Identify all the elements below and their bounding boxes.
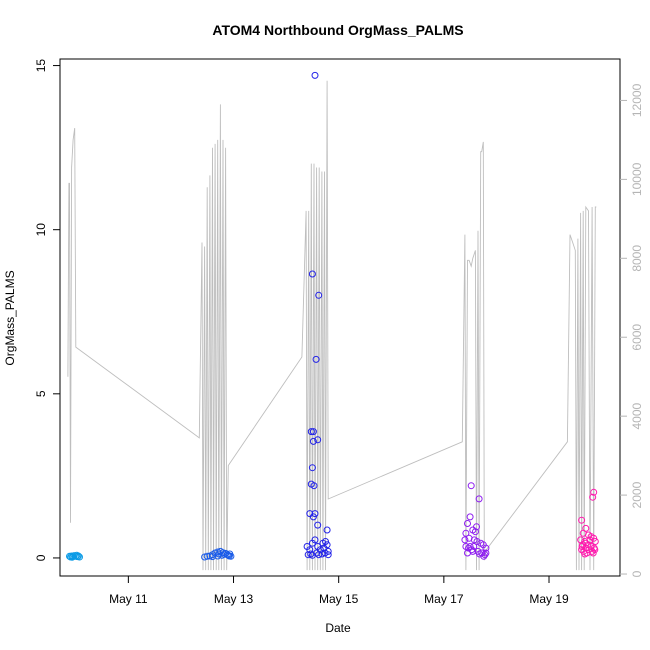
data-point-flight-3	[311, 71, 319, 79]
x-tick-label: May 11	[109, 592, 148, 606]
data-point-flight-4	[482, 549, 490, 557]
data-point-flight-4	[464, 520, 471, 527]
data-point-flight-5	[581, 550, 589, 558]
data-point-flight-5	[589, 549, 597, 557]
data-point-flight-4	[475, 495, 483, 503]
x-axis: May 11 May 13 May 15 May 17 May 19	[109, 576, 569, 606]
data-point-flight-4	[471, 528, 479, 536]
y2-tick-label: 10000	[630, 162, 644, 196]
data-point-flight-3	[309, 437, 317, 445]
y-tick-label: 15	[34, 59, 48, 73]
data-point-flight-2	[214, 552, 222, 560]
y2-tick-label: 0	[630, 570, 644, 577]
y2-tick-label: 6000	[630, 324, 644, 351]
data-point-flight-3	[315, 551, 323, 559]
data-point-flight-5	[590, 488, 598, 496]
plot-border	[59, 58, 621, 577]
data-point-flight-1	[73, 551, 81, 559]
data-point-flight-4	[466, 513, 474, 521]
y-tick-label: 5	[34, 390, 48, 397]
data-point-flight-3	[322, 538, 329, 545]
data-point-flight-3	[324, 551, 332, 559]
data-point-flight-3	[308, 464, 316, 472]
data-point-flight-4	[473, 538, 481, 545]
data-point-flight-4	[467, 482, 475, 490]
data-point-flight-5	[589, 493, 597, 501]
data-point-flight-4	[481, 551, 489, 559]
data-point-flight-3	[311, 536, 319, 544]
x-tick-label: May 19	[529, 592, 569, 606]
data-point-flight-2	[226, 550, 234, 558]
data-point-flight-4	[466, 543, 474, 550]
data-point-flight-4	[482, 544, 490, 552]
data-point-flight-3	[313, 549, 321, 557]
altitude-line-layer	[67, 80, 597, 571]
y-axis-label: OrgMass_PALMS	[3, 270, 17, 365]
data-point-flight-4	[470, 543, 478, 550]
altitude-line	[67, 80, 597, 571]
data-point-flight-3	[307, 428, 315, 436]
data-point-flight-3	[312, 355, 320, 363]
data-point-flight-3	[323, 541, 331, 549]
data-point-flight-5	[582, 539, 590, 547]
data-point-flight-3	[309, 513, 317, 521]
y-axis-left: 0 5 10 15	[34, 59, 60, 561]
data-point-flight-3	[323, 526, 331, 534]
y-tick-label: 0	[34, 554, 48, 561]
chart-title: ATOM4 Northbound OrgMass_PALMS	[212, 22, 463, 38]
data-point-flight-2	[209, 553, 216, 561]
data-point-flight-4	[461, 536, 469, 544]
data-point-flight-3	[309, 428, 317, 436]
data-points-layer	[66, 71, 599, 561]
data-point-flight-3	[311, 510, 319, 518]
data-point-flight-5	[591, 538, 599, 545]
y-axis-right: 0 2000 4000 6000 8000 10000 12000	[620, 83, 644, 577]
data-point-flight-5	[591, 546, 599, 554]
data-point-flight-4	[462, 529, 470, 537]
x-tick-label: May 15	[319, 592, 359, 606]
data-point-flight-1	[68, 553, 76, 561]
data-point-flight-3	[310, 482, 318, 490]
data-point-flight-3	[308, 270, 316, 278]
data-point-flight-3	[315, 291, 323, 299]
y2-tick-label: 4000	[630, 402, 644, 429]
y2-tick-label: 8000	[630, 245, 644, 272]
y-tick-label: 10	[34, 223, 48, 237]
data-point-flight-5	[578, 516, 586, 524]
data-point-flight-3	[314, 521, 322, 529]
y2-tick-label: 2000	[630, 481, 644, 508]
y2-tick-label: 12000	[630, 83, 644, 117]
data-point-flight-3	[306, 546, 314, 554]
x-tick-label: May 17	[424, 592, 464, 606]
data-point-flight-3	[314, 436, 322, 444]
x-axis-label: Date	[325, 621, 351, 635]
plot-area	[59, 58, 621, 577]
x-tick-label: May 13	[214, 592, 254, 606]
